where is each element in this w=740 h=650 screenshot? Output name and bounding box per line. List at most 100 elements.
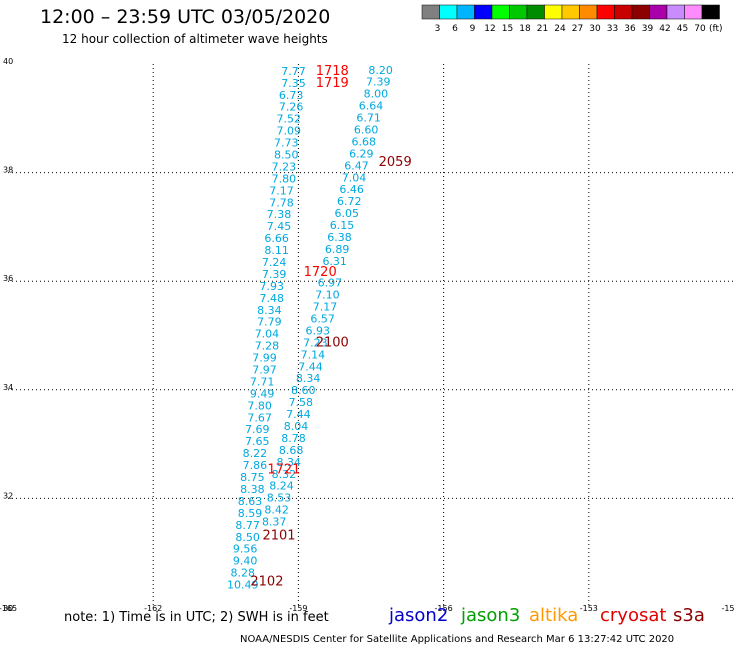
legend-jason3: jason3 [461,605,521,626]
wave-height-value: 7.67 [247,411,272,424]
wave-height-value: 6.66 [264,232,289,245]
legend-jason2: jason2 [389,605,449,626]
wave-height-value: 9.40 [233,555,258,568]
wave-height-value: 8.60 [291,384,316,397]
wave-height-value: 6.15 [330,219,355,232]
color-bin-label: 18 [519,24,531,34]
wave-height-value: 8.34 [257,304,282,317]
wave-height-value: 8.24 [269,480,294,493]
color-bin-label: 33 [607,24,618,34]
wave-height-value: 7.86 [243,459,268,472]
legend-altika: altika [529,605,579,626]
wave-height-value: 8.32 [272,468,297,481]
wave-height-value: 7.93 [260,280,285,293]
wave-height-value: 8.37 [262,516,287,529]
wave-height-value: 8.75 [240,471,265,484]
color-bin-label: 30 [589,24,601,34]
legend-s3a: s3a [673,605,705,626]
lon-tick-label: -162 [144,604,162,613]
wave-height-value: 7.78 [269,196,294,209]
color-bin-label: 27 [572,24,583,34]
wave-height-value: 7.73 [274,137,299,150]
wave-height-value: 8.04 [284,420,309,433]
wave-height-value: 8.38 [240,483,265,496]
wave-height-value: 7.71 [250,375,275,388]
wave-height-value: 6.47 [344,159,369,172]
pass-time-label: 1718 [316,64,349,79]
wave-height-value: 6.97 [318,277,343,290]
lon-tick-label: -159 [289,604,307,613]
wave-height-value: 8.77 [235,519,260,532]
wave-height-value: 7.45 [267,220,292,233]
wave-height-value: 7.99 [252,352,277,365]
color-unit-label: (ft) [709,24,723,34]
wave-height-value: 9.49 [250,387,275,400]
wave-height-value: 7.65 [245,435,270,448]
lon-tick-label: -153 [580,604,598,613]
wave-height-value: 7.44 [286,408,311,421]
wave-height-value: 8.50 [274,148,299,161]
wave-height-value: 7.52 [276,113,301,126]
wave-height-value: 8.34 [276,456,301,469]
wave-height-value: 8.50 [235,531,260,544]
color-bin-label: 12 [484,24,495,34]
pass-time-label: 2101 [262,529,295,544]
wave-height-value: 8.63 [238,495,263,508]
wave-height-value: 7.48 [260,292,285,305]
lat-tick-label: 32 [3,491,13,500]
credit-line: NOAA/NESDIS Center for Satellite Applica… [240,634,675,645]
wave-height-value: 6.60 [354,124,379,137]
wave-height-value: 7.17 [269,184,294,197]
wave-height-value: 8.28 [230,567,255,580]
wave-height-value: 8.42 [264,504,289,517]
wave-height-value: 7.09 [276,125,301,138]
color-scale-bar: 3 6 9 12 15 18 21 24 27 30 33 36 39 42 45 70 (ft) [421,4,723,34]
wave-height-value: 7.80 [272,172,297,185]
wave-height-value: 6.64 [359,100,384,113]
wave-height-value: 6.38 [327,231,352,244]
pass-time-label: 1719 [316,76,349,91]
wave-height-value: 7.14 [301,348,326,361]
wave-height-value: 8.22 [243,447,268,460]
wave-height-value: 10.49 [227,579,259,592]
wave-height-value: 8.34 [296,372,321,385]
legend-cryosat: cryosat [600,605,667,626]
wave-height-value: 8.20 [368,64,393,77]
wave-height-value: 6.89 [325,243,350,256]
pass-time-label: 2102 [250,574,283,589]
wave-height-value: 6.71 [356,112,381,125]
wave-height-value: 7.26 [279,101,304,114]
wave-height-value: 7.24 [262,256,287,269]
lat-tick-label: 36 [3,274,13,283]
color-bin-label: 45 [677,24,688,34]
wave-height-value: 6.05 [335,207,360,220]
wave-height-value: 6.29 [349,147,374,160]
wave-height-value: 8.68 [279,444,304,457]
wave-height-value: 7.17 [313,301,338,314]
wave-height-value: 7.80 [247,399,272,412]
pass-time-label: 2100 [316,335,349,350]
wave-height-value: 8.78 [281,432,306,445]
wave-height-value: 7.79 [257,316,282,329]
wave-height-value: 6.68 [351,135,376,148]
wave-height-value: 6.46 [339,183,364,196]
wave-height-value: 7.44 [298,360,323,373]
wave-height-value: 7.39 [262,268,287,281]
color-bin-label: 6 [452,24,458,34]
pass-time-label: 1720 [304,265,337,280]
wave-height-value: 6.57 [310,312,335,325]
wave-height-value: 7.77 [281,65,306,78]
wave-height-value: 8.00 [364,88,389,101]
page-subtitle: 12 hour collection of altimeter wave hei… [62,32,328,46]
color-bin-label: 15 [502,24,513,34]
wave-height-value: 7.35 [281,77,306,90]
wave-height-value: 6.31 [322,255,347,268]
wave-height-value: 7.69 [245,423,270,436]
wave-height-value: 9.56 [233,543,258,556]
pass-time-label: 2059 [379,155,412,170]
satellite-legend: jason2 jason3 altika cryosat s3a [0,605,740,633]
wave-height-value: 7.10 [315,289,340,302]
wave-height-value: 6.93 [306,324,331,337]
lon-tick-label: -156 [435,604,453,613]
